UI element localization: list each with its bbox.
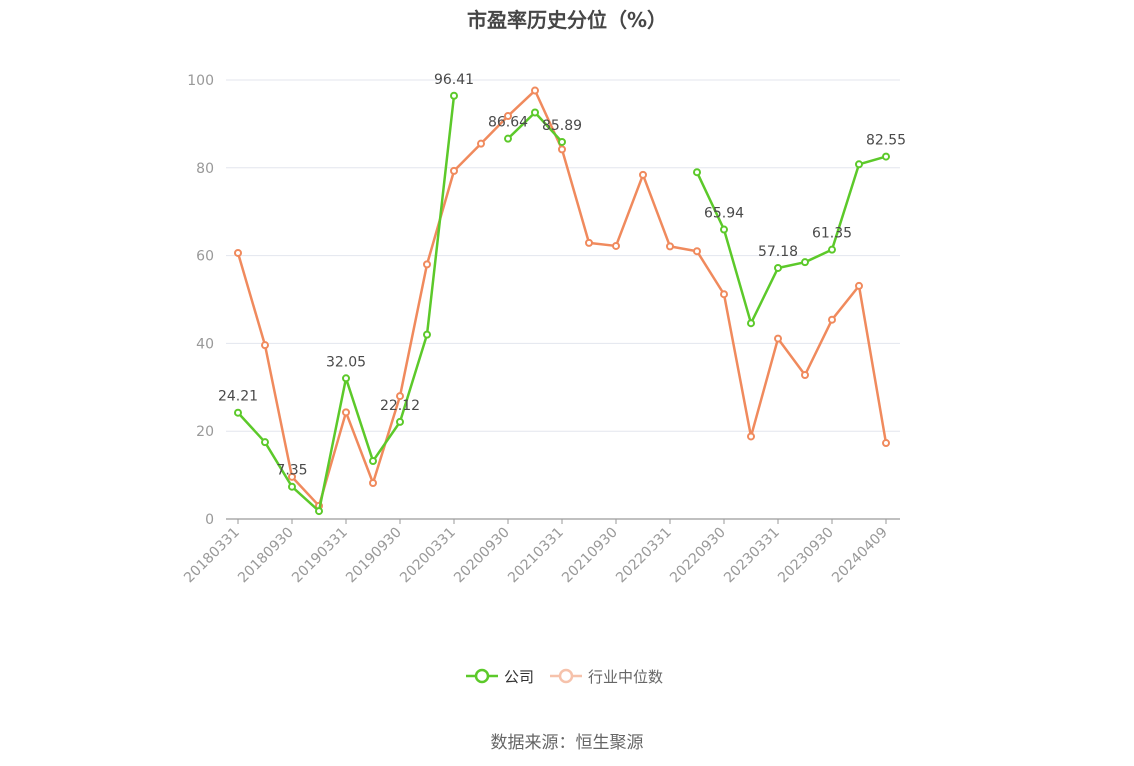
data-point [423,330,431,339]
x-tick-label: 20180331 [181,525,243,587]
data-labels: 24.21 7.35 32.05 22.12 96.41 86.64 85.89 65.94 5… [218,72,906,479]
data-point [801,258,809,267]
x-tick-label: 20200930 [451,525,513,587]
data-point [855,281,863,290]
data-label: 65.94 [704,206,744,222]
data-point [801,371,809,380]
data-label: 86.64 [488,115,528,131]
data-label: 85.89 [542,118,582,134]
data-point [558,145,566,154]
x-tick-label: 20240409 [829,525,891,587]
data-label: 32.05 [326,354,366,370]
y-tick-label: 20 [196,424,214,440]
legend-label: 行业中位数 [588,668,663,686]
data-point [585,238,593,247]
data-point [288,472,296,481]
data-point [342,374,350,383]
y-tick-label: 40 [196,336,214,352]
x-tick-label: 20190930 [343,525,405,587]
data-point [828,315,836,324]
data-point [558,137,566,146]
data-label: 24.21 [218,389,258,405]
data-point [369,479,377,488]
legend-marker [474,668,490,684]
chart-title: 市盈率历史分位（%） [466,8,668,32]
data-point [342,408,350,417]
data-point [693,168,701,177]
data-point [774,334,782,343]
y-tick-label: 0 [205,512,214,528]
data-point [747,319,755,328]
data-point [396,417,404,426]
source-note: 数据来源：恒生聚源 [490,733,644,753]
data-point [261,341,269,350]
x-tick-label: 20230331 [721,525,783,587]
y-tick-label: 80 [196,161,214,177]
x-tick-label: 20220331 [613,525,675,587]
x-tick-label: 20180930 [235,525,297,587]
data-point [477,139,485,148]
data-point [855,160,863,169]
data-point [774,263,782,272]
data-point [693,247,701,256]
data-label: 61.35 [812,226,852,242]
legend-marker [558,668,574,684]
series-layer [234,86,890,516]
data-point [531,108,539,117]
data-point [720,225,728,234]
data-point [531,86,539,95]
data-point [504,111,512,120]
data-label: 7.35 [276,463,307,479]
y-tick-label: 60 [196,249,214,265]
legend-item-公司[interactable]: 公司 [466,668,534,686]
y-tick-label: 100 [187,73,214,89]
data-point [450,91,458,100]
series-行业中位数 [234,86,890,510]
legend-label: 公司 [504,668,534,686]
data-point [882,152,890,161]
data-point [315,507,323,516]
x-tick-label: 20230930 [775,525,837,587]
legend-item-行业中位数[interactable]: 行业中位数 [550,668,663,686]
data-point [828,245,836,254]
data-point [747,432,755,441]
legend[interactable]: 公司 行业中位数 [466,668,663,686]
data-point [234,408,242,417]
x-tick-label: 20190331 [289,525,351,587]
data-label: 96.41 [434,72,474,88]
data-point [450,166,458,175]
data-point [639,170,647,179]
x-tick-label: 20220930 [667,525,729,587]
data-point [261,438,269,447]
axes: 0 20 40 60 80 100 2018033120180930201903312019… [181,73,900,586]
data-point [666,242,674,251]
series-公司 [234,91,890,516]
x-tick-label: 20200331 [397,525,459,587]
data-point [396,392,404,401]
grid-lines [226,79,900,432]
data-label: 82.55 [866,133,906,149]
series-line [237,95,456,513]
series-line [695,155,887,325]
x-tick-label: 20210930 [559,525,621,587]
data-point [369,457,377,466]
x-tick-label: 20210331 [505,525,567,587]
data-point [288,482,296,491]
data-label: 57.18 [758,244,798,260]
data-point [720,290,728,299]
data-point [612,241,620,250]
data-point [423,260,431,269]
data-point [504,134,512,143]
data-point [234,248,242,257]
data-point [882,439,890,448]
data-label: 22.12 [380,398,420,414]
